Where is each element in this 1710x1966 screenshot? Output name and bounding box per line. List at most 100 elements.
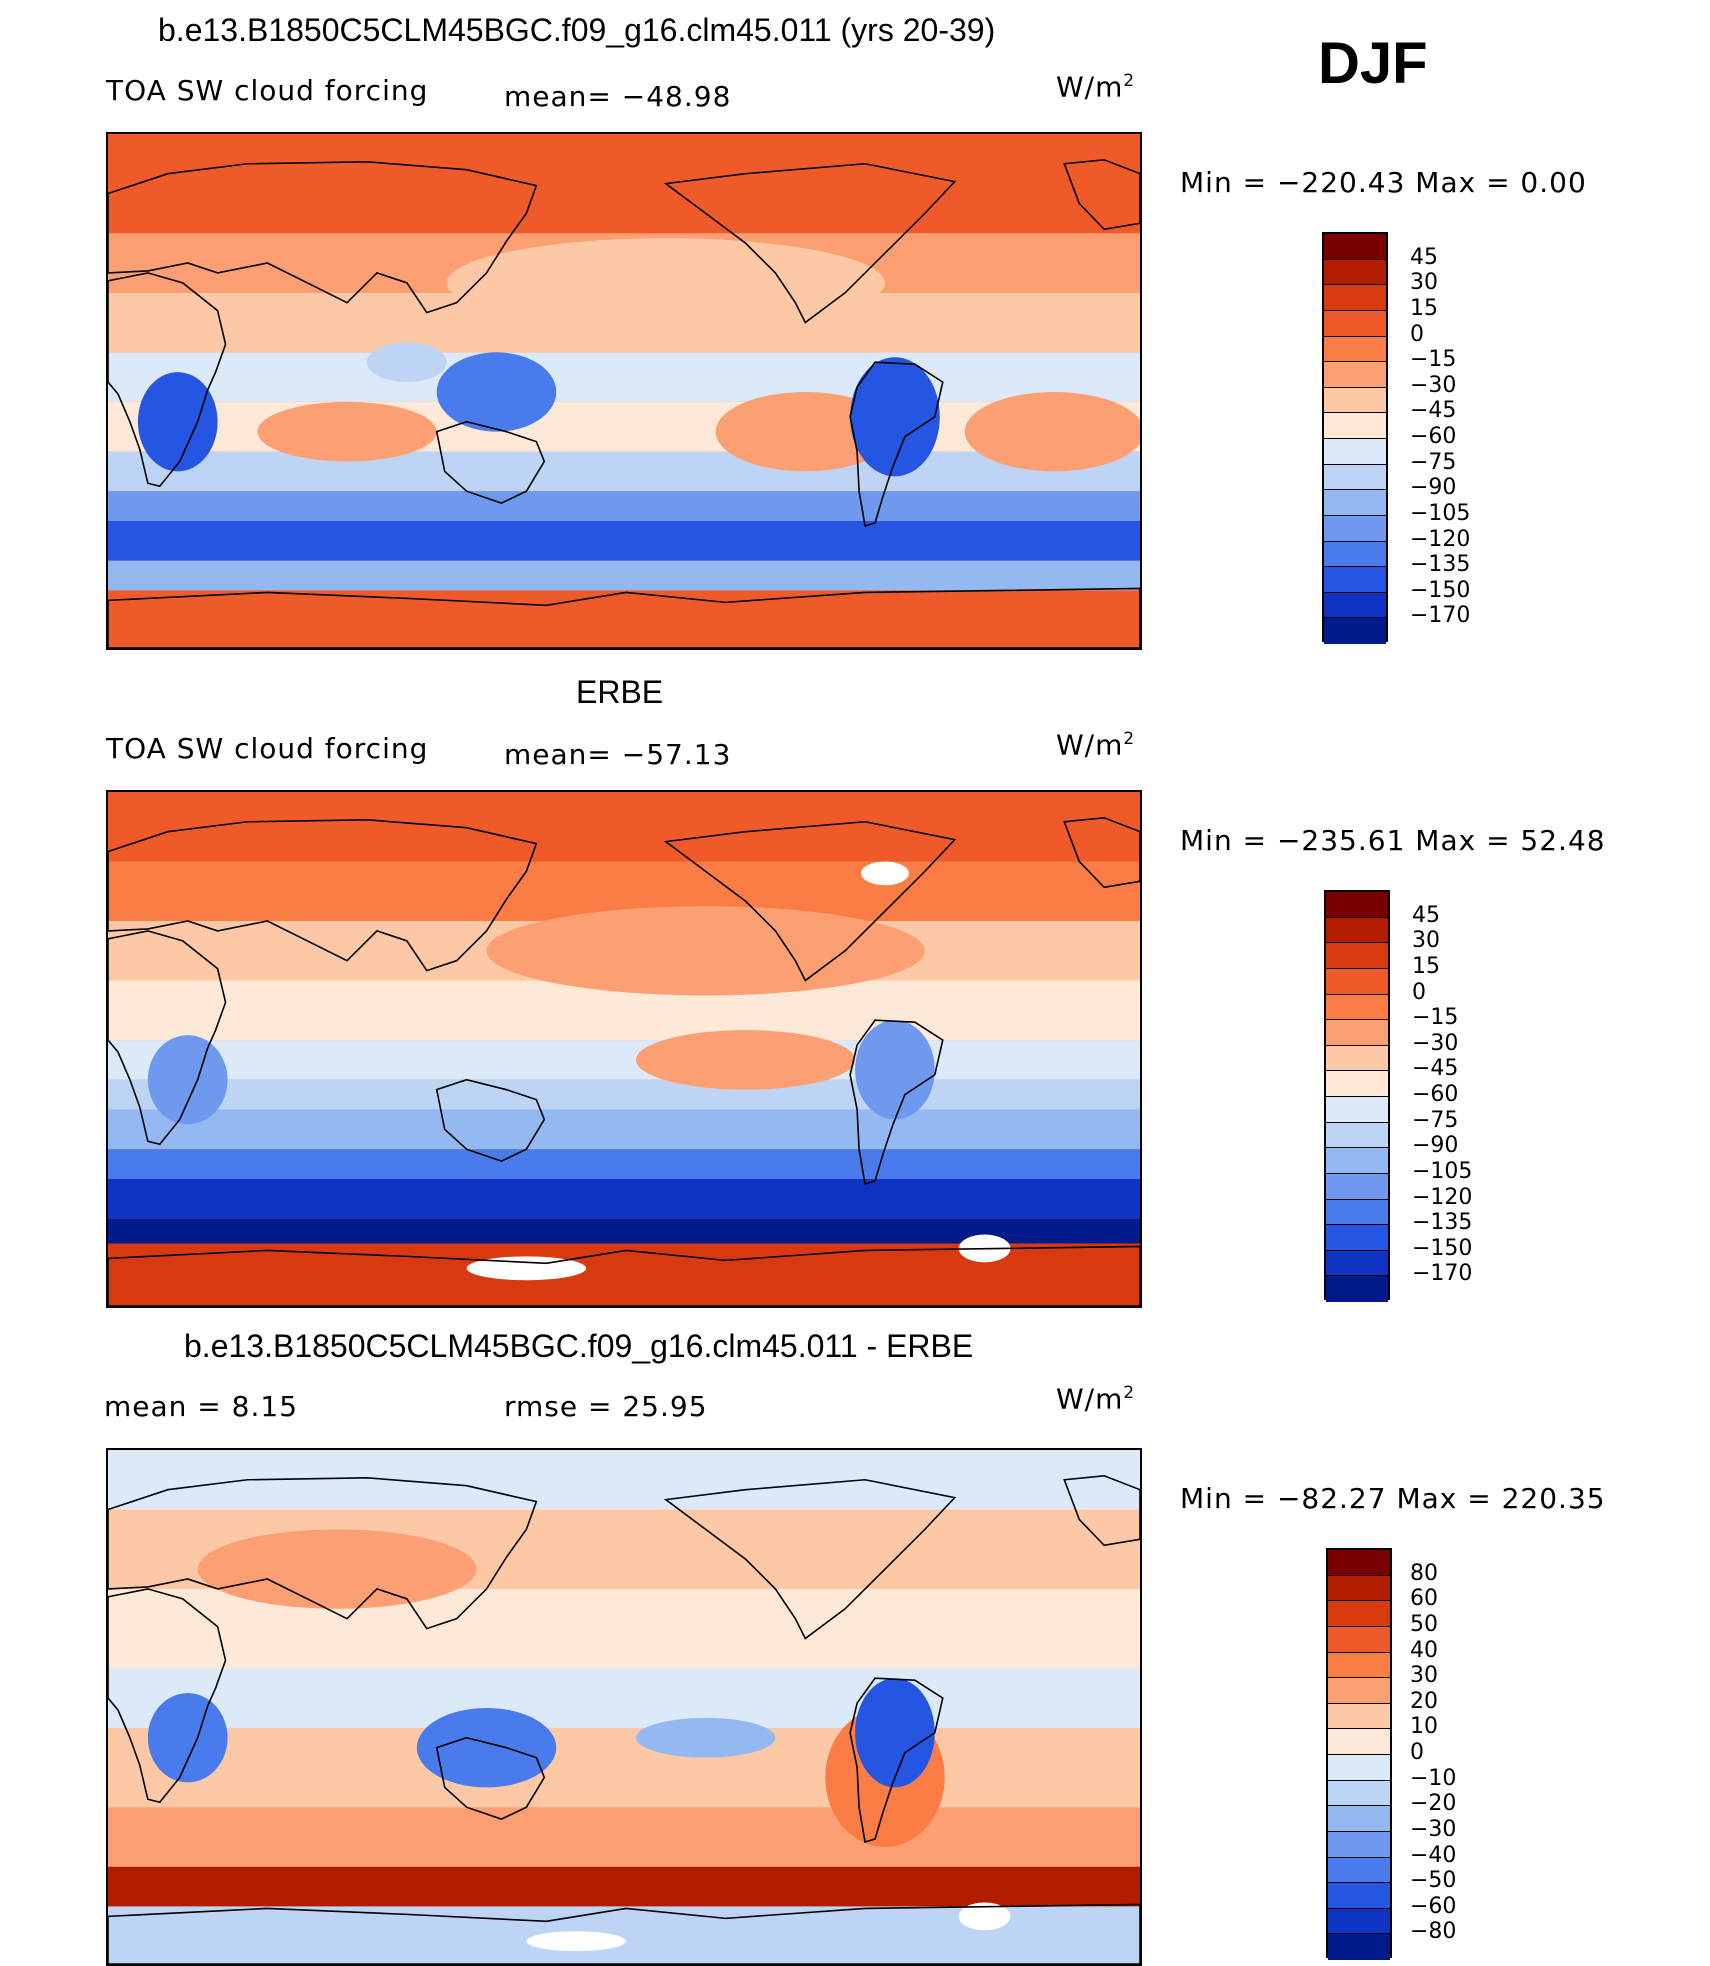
colorbar-tick-label: −135 — [1410, 552, 1471, 578]
colorbar-tick-label: −60 — [1410, 1893, 1457, 1919]
contour-field-diff — [108, 1450, 1140, 1964]
colorbar-tick-label: −40 — [1410, 1842, 1457, 1868]
min-max-readout: Min = −82.27 Max = 220.35 — [1180, 1482, 1606, 1515]
colorbar-tick-label: 20 — [1410, 1688, 1438, 1714]
colorbar-swatch — [1324, 234, 1386, 260]
colorbar-tick-label: −90 — [1410, 475, 1457, 501]
contour-field-obs — [108, 792, 1140, 1306]
colorbar-swatch — [1324, 387, 1386, 414]
colorbar-tick-label: −45 — [1410, 398, 1457, 424]
min-max-readout: Min = −235.61 Max = 52.48 — [1180, 824, 1606, 857]
units-label: W/m2 — [1056, 70, 1136, 104]
colorbar-tick-label: −60 — [1410, 424, 1457, 449]
colorbar-swatch — [1328, 1652, 1390, 1679]
colorbar-tick-label: 45 — [1412, 902, 1440, 928]
map-model — [106, 132, 1142, 650]
colorbar-tick-label: 0 — [1410, 321, 1424, 347]
obs-title: ERBE — [576, 674, 664, 710]
colorbar-swatch — [1328, 1934, 1390, 1960]
colorbar-swatch — [1328, 1755, 1390, 1781]
colorbar-tick-label: −50 — [1410, 1868, 1457, 1894]
colorbar-swatch — [1326, 994, 1388, 1021]
colorbar-swatch — [1324, 592, 1386, 619]
colorbar-tick-label: −15 — [1412, 1005, 1459, 1031]
colorbar-tick-label: 30 — [1410, 270, 1438, 296]
colorbar-swatch — [1324, 310, 1386, 337]
colorbar-swatch — [1324, 439, 1386, 465]
colorbar-swatch — [1324, 490, 1386, 516]
map-diff — [106, 1448, 1142, 1966]
colorbar-swatch — [1328, 1806, 1390, 1832]
colorbar-tick-label: −170 — [1412, 1261, 1473, 1287]
colorbar-swatch — [1328, 1703, 1390, 1730]
colorbar-swatch — [1324, 541, 1386, 568]
season-label: DJF — [1318, 31, 1428, 96]
colorbar-tick-label: −20 — [1410, 1791, 1457, 1817]
colorbar-tick-label: 40 — [1410, 1637, 1438, 1663]
colorbar-swatch — [1326, 1173, 1388, 1200]
colorbar-tick-label: 60 — [1410, 1586, 1438, 1612]
colorbar-swatch — [1324, 515, 1386, 542]
colorbar-tick-label: −120 — [1412, 1184, 1473, 1210]
colorbar-swatch — [1326, 1045, 1388, 1072]
colorbar — [1322, 232, 1388, 644]
colorbar-swatch — [1328, 1831, 1390, 1858]
rmse-value: rmse = 25.95 — [504, 1390, 708, 1423]
colorbar-swatch — [1324, 285, 1386, 311]
units-label: W/m2 — [1056, 1382, 1136, 1416]
map-obs — [106, 790, 1142, 1308]
diff-title: b.e13.B1850C5CLM45BGC.f09_g16.clm45.011 … — [184, 1328, 974, 1364]
colorbar-swatch — [1326, 1071, 1388, 1097]
colorbar-swatch — [1328, 1575, 1390, 1602]
colorbar-tick-label: −30 — [1410, 1816, 1457, 1842]
colorbar-tick-label: −170 — [1410, 603, 1471, 629]
colorbar-swatch — [1326, 892, 1388, 918]
colorbar-swatch — [1324, 413, 1386, 439]
colorbar-tick-label: −30 — [1410, 372, 1457, 398]
colorbar-swatch — [1328, 1780, 1390, 1807]
contour-field-model — [108, 134, 1140, 648]
colorbar-tick-label: 15 — [1412, 953, 1440, 979]
colorbar-swatch — [1326, 1276, 1388, 1302]
colorbar-tick-label: −150 — [1410, 577, 1471, 603]
colorbar-swatch — [1324, 336, 1386, 363]
colorbar-tick-label: −45 — [1412, 1056, 1459, 1082]
colorbar-swatch — [1324, 618, 1386, 644]
colorbar — [1326, 1548, 1392, 1960]
colorbar-swatch — [1324, 567, 1386, 593]
colorbar-tick-label: −90 — [1412, 1133, 1459, 1159]
colorbar-tick-label: −150 — [1412, 1235, 1473, 1261]
colorbar — [1324, 890, 1390, 1302]
colorbar-swatch — [1328, 1857, 1390, 1884]
colorbar-tick-label: −30 — [1412, 1030, 1459, 1056]
colorbar-swatch — [1328, 1729, 1390, 1755]
mean-value: mean = 8.15 — [104, 1390, 299, 1423]
colorbar-swatch — [1326, 1199, 1388, 1226]
colorbar-swatch — [1326, 1020, 1388, 1046]
colorbar-tick-label: −105 — [1412, 1158, 1473, 1184]
coastline-outlines — [108, 1474, 1140, 1964]
colorbar-swatch — [1324, 464, 1386, 491]
colorbar-tick-label: −75 — [1412, 1107, 1459, 1133]
case-title: b.e13.B1850C5CLM45BGC.f09_g16.clm45.011 … — [158, 12, 996, 48]
colorbar-tick-label: 15 — [1410, 295, 1438, 321]
coastline-outlines — [108, 158, 1140, 648]
colorbar-tick-label: −60 — [1412, 1082, 1459, 1107]
colorbar-tick-label: −120 — [1410, 526, 1471, 552]
colorbar-tick-label: −10 — [1410, 1765, 1457, 1791]
colorbar-swatch — [1328, 1883, 1390, 1909]
min-max-readout: Min = −220.43 Max = 0.00 — [1180, 166, 1587, 199]
colorbar-swatch — [1326, 1122, 1388, 1149]
colorbar-tick-label: 30 — [1410, 1663, 1438, 1689]
colorbar-swatch — [1326, 943, 1388, 969]
colorbar-swatch — [1326, 1148, 1388, 1174]
colorbar-tick-label: −15 — [1410, 347, 1457, 373]
colorbar-tick-label: −75 — [1410, 449, 1457, 475]
colorbar-tick-label: 30 — [1412, 928, 1440, 954]
coastline-outlines — [108, 816, 1140, 1306]
colorbar-swatch — [1326, 968, 1388, 995]
colorbar-swatch — [1328, 1601, 1390, 1627]
variable-label: TOA SW cloud forcing — [106, 732, 429, 765]
colorbar-tick-label: 45 — [1410, 244, 1438, 270]
colorbar-swatch — [1326, 917, 1388, 944]
